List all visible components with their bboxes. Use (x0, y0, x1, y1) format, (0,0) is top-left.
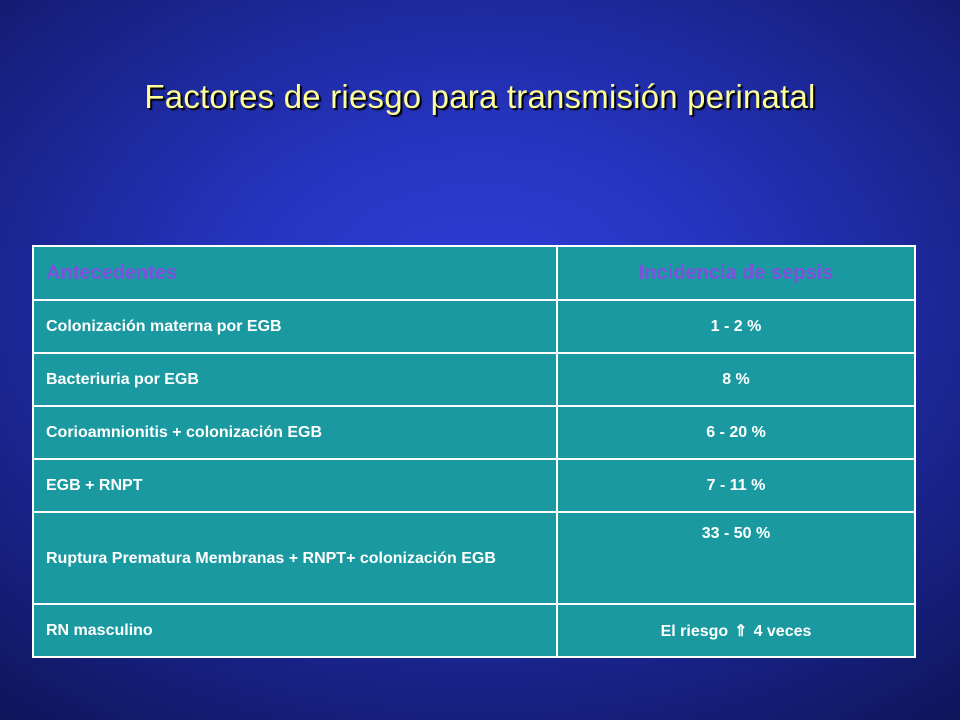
table-row: Colonización materna por EGB 1 - 2 % (32, 299, 916, 354)
factor-cell: Corioamnionitis + colonización EGB (32, 405, 558, 460)
risk-factors-table: Antecedentes Incidencia de sepsis Coloni… (32, 245, 916, 658)
table-row: RN masculino El riesgo ⇑ 4 veces (32, 603, 916, 658)
incidence-cell: 33 - 50 % (556, 511, 916, 605)
factor-cell: EGB + RNPT (32, 458, 558, 513)
incidence-cell: 1 - 2 % (556, 299, 916, 354)
incidence-cell: 7 - 11 % (556, 458, 916, 513)
table-row: Corioamnionitis + colonización EGB 6 - 2… (32, 405, 916, 460)
factor-cell: Colonización materna por EGB (32, 299, 558, 354)
slide-title: Factores de riesgo para transmisión peri… (144, 78, 816, 115)
incidence-cell: 6 - 20 % (556, 405, 916, 460)
header-incidencia: Incidencia de sepsis (556, 245, 916, 301)
header-antecedentes: Antecedentes (32, 245, 558, 301)
table-row: Bacteriuria por EGB 8 % (32, 352, 916, 407)
table-row: EGB + RNPT 7 - 11 % (32, 458, 916, 513)
up-arrow-icon: ⇑ (734, 622, 748, 640)
table-row: Ruptura Prematura Membranas + RNPT+ colo… (32, 511, 916, 605)
incidence-prefix: El riesgo (660, 622, 729, 640)
risk-factors-table-container: Antecedentes Incidencia de sepsis Coloni… (32, 245, 916, 658)
table-header-row: Antecedentes Incidencia de sepsis (32, 245, 916, 301)
factor-cell: RN masculino (32, 603, 558, 658)
incidence-suffix: 4 veces (753, 622, 812, 640)
factor-cell: Ruptura Prematura Membranas + RNPT+ colo… (32, 511, 558, 605)
incidence-cell: 8 % (556, 352, 916, 407)
incidence-cell: El riesgo ⇑ 4 veces (556, 603, 916, 658)
factor-cell: Bacteriuria por EGB (32, 352, 558, 407)
